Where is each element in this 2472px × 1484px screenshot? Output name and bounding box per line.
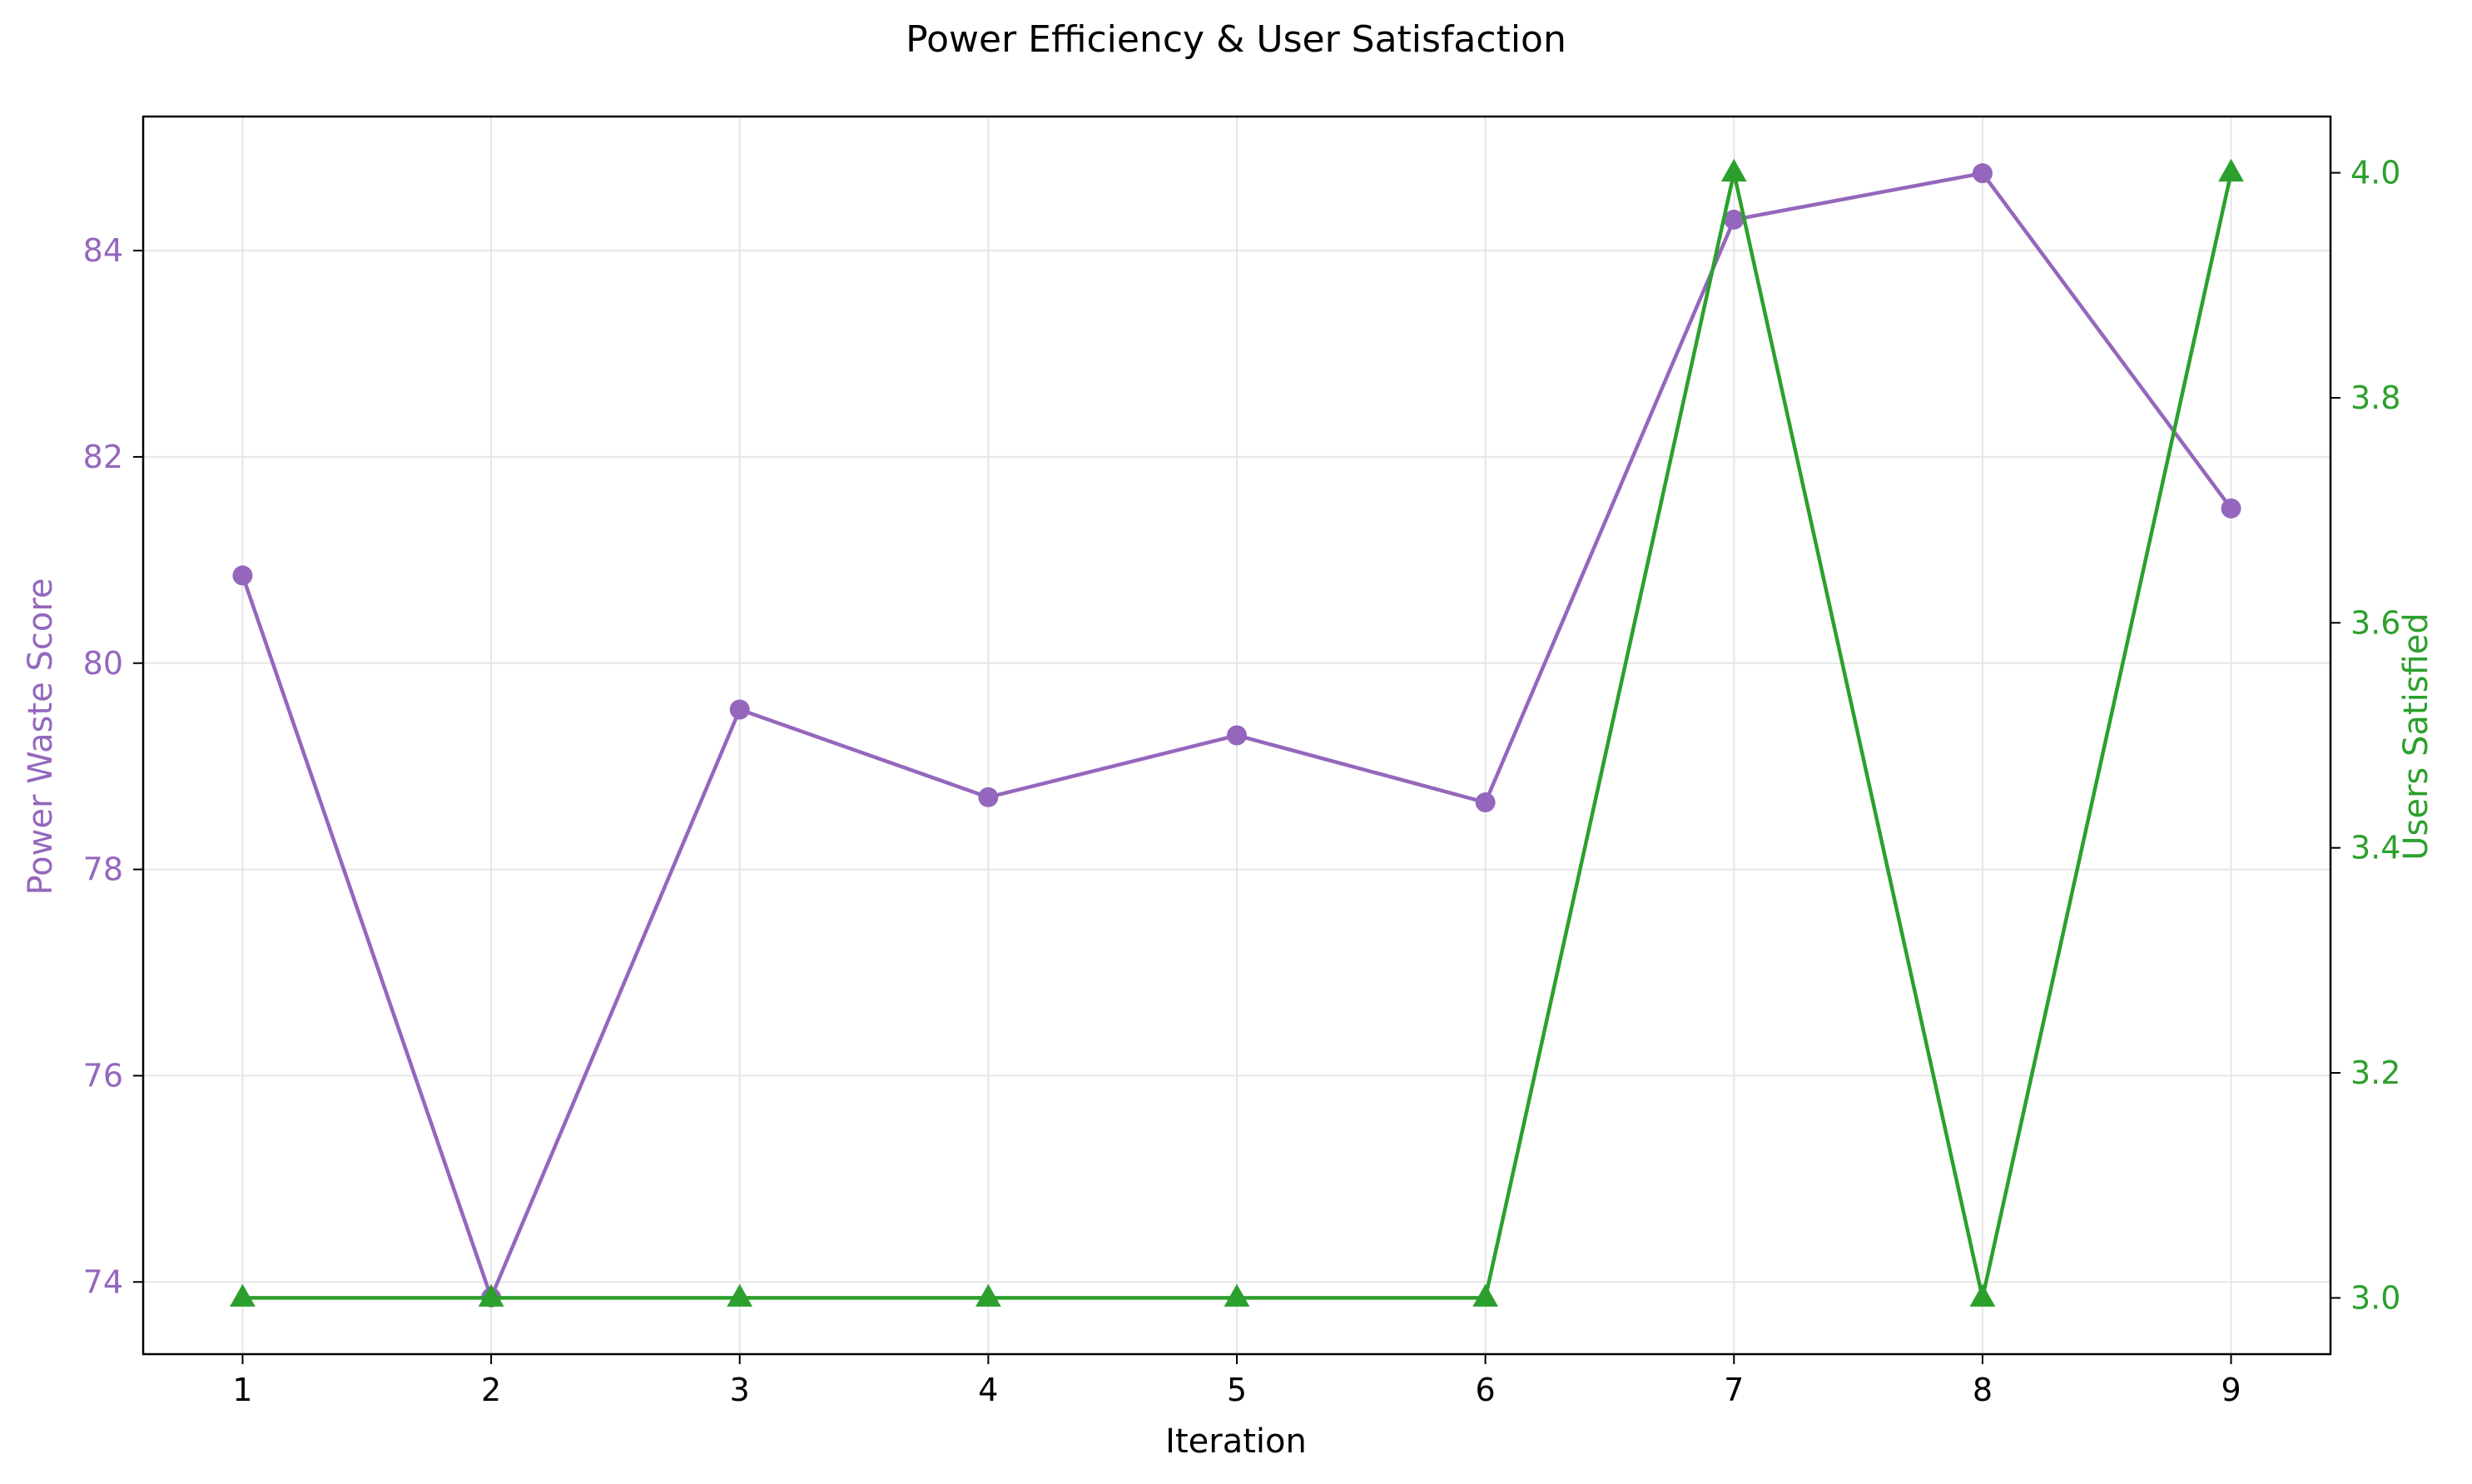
x-tick-label: 1 [232,1372,252,1408]
y-left-tick-label: 78 [83,851,123,888]
power-waste-point [729,699,750,720]
x-tick-label: 9 [2221,1372,2241,1408]
plot-frame [141,115,2332,1356]
power-waste-point [2221,498,2241,519]
y-left-tick-label: 82 [83,439,123,475]
users-satisfied-point [230,1283,256,1307]
power-waste-point [1475,792,1496,813]
users-satisfied-point [975,1283,1001,1307]
x-tick-label: 5 [1227,1372,1247,1408]
users-satisfied-point [1720,158,1747,182]
y-left-tick-label: 84 [83,232,123,269]
y-left-tick-label: 80 [83,645,123,682]
y-axis-left-label: Power Waste Score [22,578,60,895]
users-satisfied-point [1969,1283,1996,1307]
y-right-tick-label: 3.4 [2350,830,2400,866]
users-satisfied-point [2218,158,2244,182]
y-right-tick-label: 4.0 [2350,155,2400,191]
power-waste-point [1227,725,1247,746]
power-waste-point [232,565,253,586]
users-satisfied-point [1472,1283,1499,1307]
power-waste-point [1724,209,1745,230]
y-axis-right-label: Users Satisfied [2397,613,2435,860]
y-right-tick-label: 3.2 [2350,1055,2400,1091]
users-satisfied-point [478,1283,504,1307]
x-axis-label: Iteration [1165,1422,1307,1461]
users-satisfied-point [1224,1283,1250,1307]
x-tick-label: 4 [978,1372,998,1408]
x-tick-label: 2 [481,1372,501,1408]
users-satisfied-point [727,1283,753,1307]
y-right-tick-label: 3.8 [2350,380,2400,416]
y-right-tick-label: 3.6 [2350,604,2400,641]
x-tick-label: 7 [1724,1372,1744,1408]
x-tick-label: 8 [1973,1372,1993,1408]
y-left-tick-label: 76 [83,1057,123,1094]
y-left-tick-label: 74 [83,1263,123,1300]
power-waste-point [978,787,999,807]
chart-title: Power Efficiency & User Satisfaction [906,18,1566,61]
x-tick-label: 3 [730,1372,750,1408]
y-right-tick-label: 3.0 [2350,1279,2400,1316]
series-layer [230,158,2244,1308]
x-tick-label: 6 [1476,1372,1496,1408]
grid-layer [143,117,2331,1354]
power-waste-point [1972,163,1993,184]
